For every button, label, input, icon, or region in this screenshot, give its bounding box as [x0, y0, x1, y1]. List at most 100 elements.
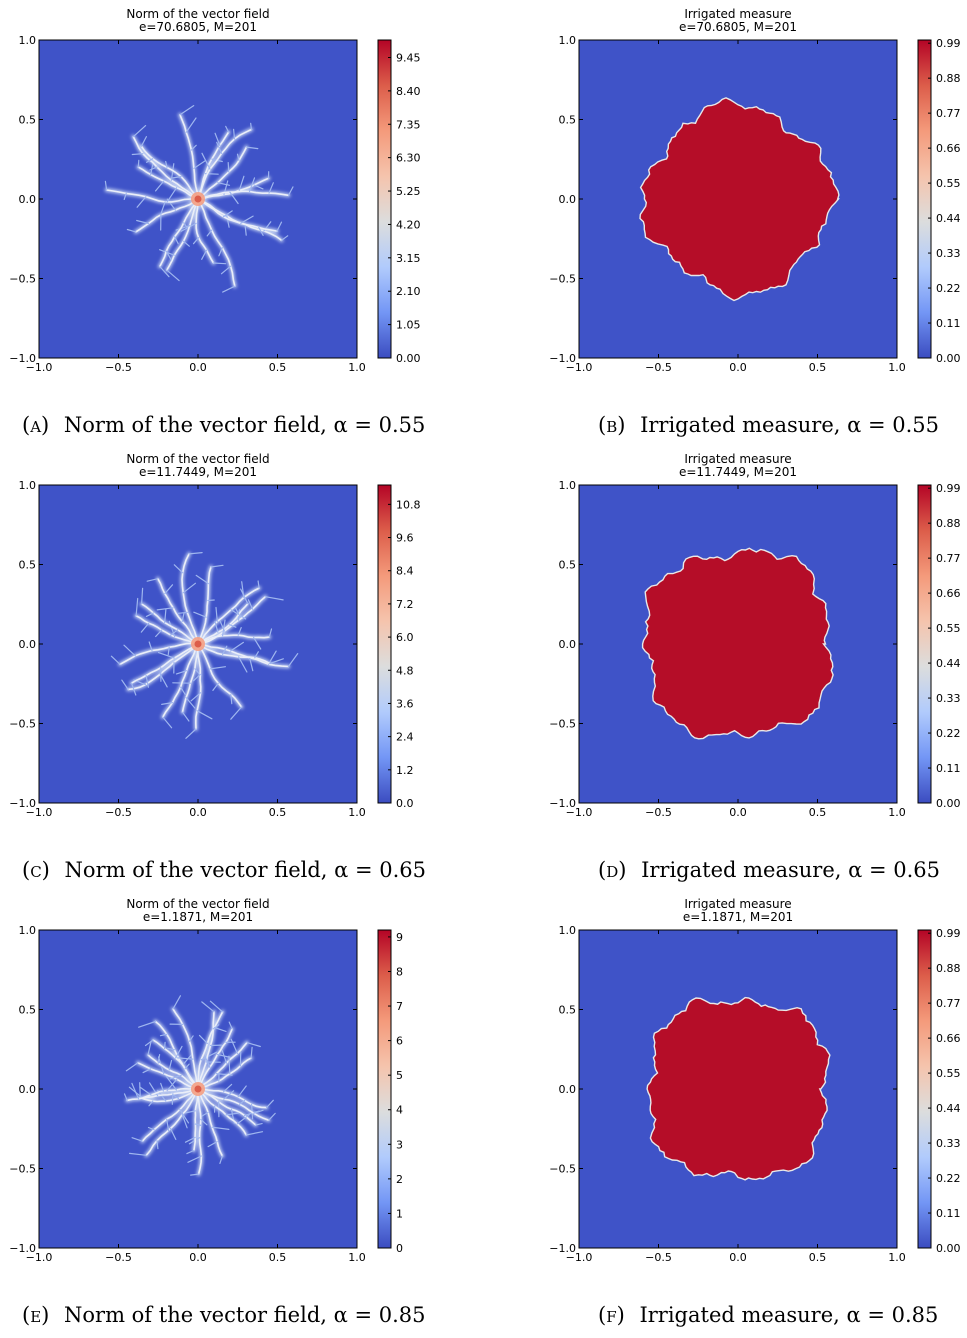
panel-b: Irrigated measure e=70.6805, M=201 −1.0 −0.…	[540, 8, 967, 448]
subfigure-caption: (b) Irrigated measure, α = 0.55	[598, 413, 939, 437]
colorbar-tick-label: 9.45	[396, 51, 421, 64]
colorbar-tick-label: 6.30	[396, 152, 421, 165]
subfigure-caption: (f) Irrigated measure, α = 0.85	[598, 1303, 938, 1327]
colorbar-tick-label: 9.6	[396, 532, 414, 545]
colorbar-tick-label: 3	[396, 1138, 403, 1151]
plot-title: Irrigated measure	[684, 897, 792, 911]
vector-field-network	[123, 995, 276, 1177]
y-tick-label: 1.0	[19, 34, 37, 47]
y-tick-label: 1.0	[559, 479, 577, 492]
caption-text: Norm of the vector field, α = 0.85	[57, 1303, 426, 1327]
colorbar-tick-label: 7.35	[396, 118, 421, 131]
caption-text: Norm of the vector field, α = 0.65	[57, 858, 427, 882]
colorbar-tick-label: 0.00	[936, 352, 961, 365]
x-tick-label: 0.0	[729, 806, 747, 819]
y-tick-label: 0.0	[559, 1083, 577, 1096]
colorbar-tick-label: 0.88	[936, 517, 961, 530]
x-tick-label: −1.0	[566, 1251, 593, 1264]
colorbar-tick-label: 0.88	[936, 962, 961, 975]
y-tick-label: 0.5	[559, 1004, 577, 1017]
colorbar-tick-label: 0.44	[936, 212, 961, 225]
plot-canvas: −1.0 −0.5 0.0 0.5 1.0 −1.0 −0.5 0.0 0.5 1.0 0.00 0.…	[549, 924, 961, 1264]
panel-a: Norm of the vector field e=70.6805, M=201…	[0, 8, 427, 448]
irrigated-region	[646, 996, 831, 1181]
colorbar-tick-label: 0	[396, 1242, 403, 1255]
y-tick-label: −1.0	[549, 1242, 576, 1255]
colorbar-tick-label: 0.88	[936, 72, 961, 85]
colorbar-tick-label: 8	[396, 965, 403, 978]
y-tick-label: −0.5	[549, 1163, 576, 1176]
y-tick-label: 1.0	[19, 924, 37, 937]
plot-canvas: −1.0 −0.5 0.0 0.5 1.0 −1.0 −0.5 0.0 0.5 1.0 0.0 1.2…	[9, 479, 421, 819]
colorbar	[377, 929, 392, 1249]
colorbar-tick-label: 4.8	[396, 664, 414, 677]
colorbar	[377, 39, 392, 359]
irrigated-region	[641, 547, 834, 740]
colorbar	[917, 484, 932, 804]
colorbar-tick-label: 0.77	[936, 552, 961, 565]
colorbar-tick-label: 2	[396, 1173, 403, 1186]
colorbar-tick-label: 8.40	[396, 85, 421, 98]
plot-title: Norm of the vector field	[126, 7, 270, 21]
plot-canvas: −1.0 −0.5 0.0 0.5 1.0 −1.0 −0.5 0.0 0.5 1.0 0.00 0.…	[549, 479, 961, 819]
caption-text: Irrigated measure, α = 0.55	[633, 413, 939, 437]
y-tick-label: 0.5	[19, 114, 37, 127]
colorbar-tick-label: 0.77	[936, 997, 961, 1010]
y-tick-label: 0.0	[559, 193, 577, 206]
caption-letter: (d)	[598, 858, 627, 882]
x-tick-label: 0.0	[189, 806, 207, 819]
colorbar-tick-label: 3.15	[396, 252, 421, 265]
colorbar-tick-label: 2.4	[396, 731, 414, 744]
x-tick-label: 0.5	[809, 1251, 827, 1264]
colorbar-tick-label: 0.11	[936, 317, 961, 330]
y-tick-label: −1.0	[549, 797, 576, 810]
colorbar-tick-label: 6.0	[396, 631, 414, 644]
colorbar-tick-label: 0.11	[936, 1207, 961, 1220]
colorbar-tick-label: 3.6	[396, 697, 414, 710]
colorbar-tick-label: 0.55	[936, 177, 961, 190]
colorbar-tick-label: 0.44	[936, 1102, 961, 1115]
colorbar-tick-label: 0.33	[936, 692, 961, 705]
y-tick-label: −1.0	[9, 797, 36, 810]
panel-e: Norm of the vector field e=1.1871, M=201−…	[0, 898, 427, 1338]
x-tick-label: 1.0	[348, 1251, 366, 1264]
x-tick-label: 0.0	[189, 1251, 207, 1264]
plot-canvas: −1.0 −0.5 0.0 0.5 1.0 −1.0 −0.5 0.0 0.5 1.0 0 1 2 3 4 5…	[9, 924, 403, 1264]
colorbar-tick-label: 0.22	[936, 1172, 961, 1185]
colorbar-tick-label: 0.22	[936, 727, 961, 740]
x-tick-label: −1.0	[26, 806, 53, 819]
colorbar-tick-label: 0.33	[936, 247, 961, 260]
x-tick-label: −0.5	[645, 806, 672, 819]
x-tick-label: 1.0	[888, 361, 906, 374]
colorbar-tick-label: 9	[396, 931, 403, 944]
x-tick-label: 0.0	[729, 1251, 747, 1264]
x-tick-label: −0.5	[645, 1251, 672, 1264]
y-tick-label: 1.0	[559, 924, 577, 937]
colorbar-tick-label: 8.4	[396, 565, 414, 578]
y-tick-label: 1.0	[559, 34, 577, 47]
x-tick-label: −0.5	[645, 361, 672, 374]
x-tick-label: 1.0	[888, 806, 906, 819]
caption-letter: (f)	[598, 1303, 625, 1327]
colorbar-tick-label: 7.2	[396, 598, 414, 611]
subfigure-caption: (c) Norm of the vector field, α = 0.65	[22, 858, 426, 882]
caption-letter: (e)	[22, 1303, 50, 1327]
colorbar-tick-label: 4	[396, 1104, 403, 1117]
colorbar-tick-label: 0.66	[936, 1032, 961, 1045]
y-tick-label: −0.5	[549, 718, 576, 731]
plot-subtitle: e=11.7449, M=201	[138, 465, 257, 479]
plot-title: Irrigated measure	[684, 7, 792, 21]
colorbar-tick-label: 6	[396, 1035, 403, 1048]
panel-d: Irrigated measure e=11.7449, M=201 −1.0 −0.…	[540, 453, 967, 893]
colorbar-tick-label: 10.8	[396, 498, 421, 511]
y-tick-label: 1.0	[19, 479, 37, 492]
colorbar-tick-label: 0.55	[936, 1067, 961, 1080]
y-tick-label: −0.5	[549, 273, 576, 286]
panel-f: Irrigated measure e=1.1871, M=201 −1.0 −0.5…	[540, 898, 967, 1338]
y-tick-label: −1.0	[549, 352, 576, 365]
x-tick-label: 0.5	[269, 361, 287, 374]
caption-text: Irrigated measure, α = 0.65	[634, 858, 940, 882]
caption-text: Irrigated measure, α = 0.85	[632, 1303, 939, 1327]
x-tick-label: −0.5	[105, 1251, 132, 1264]
y-tick-label: −0.5	[9, 718, 36, 731]
